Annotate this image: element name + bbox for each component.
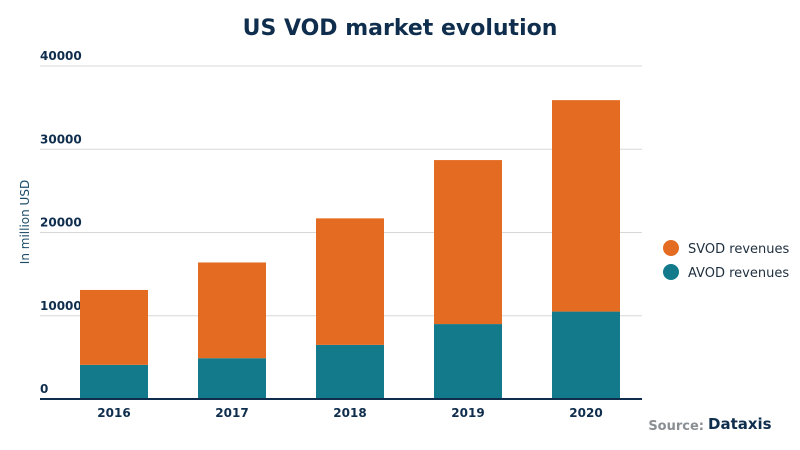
y-tick-label: 30000 bbox=[40, 132, 82, 146]
x-tick-label: 2019 bbox=[451, 406, 484, 420]
x-tick-label: 2018 bbox=[333, 406, 366, 420]
bars bbox=[80, 100, 620, 399]
x-tick-label: 2020 bbox=[569, 406, 602, 420]
source-credit: Source: Dataxis bbox=[648, 415, 771, 434]
chart-title: US VOD market evolution bbox=[243, 16, 558, 41]
legend: SVOD revenues AVOD revenues bbox=[663, 240, 790, 281]
bar-svod-2018 bbox=[316, 218, 384, 345]
source-brand: Dataxis bbox=[708, 415, 772, 433]
source-label: Source: bbox=[648, 419, 704, 434]
bar-svod-2020 bbox=[552, 100, 620, 312]
legend-label-avod: AVOD revenues bbox=[688, 266, 789, 281]
bar-svod-2019 bbox=[434, 160, 502, 325]
bar-svod-2016 bbox=[80, 289, 148, 365]
legend-marker-avod bbox=[663, 264, 679, 280]
y-tick-label: 10000 bbox=[40, 299, 82, 313]
x-axis-ticks: 2016 2017 2018 2019 2020 bbox=[97, 406, 602, 420]
legend-label-svod: SVOD revenues bbox=[688, 242, 790, 257]
x-tick-label: 2017 bbox=[215, 406, 248, 420]
bar-avod-2017 bbox=[198, 358, 266, 399]
y-tick-label: 20000 bbox=[40, 216, 82, 230]
y-axis-ticks: 0 10000 20000 30000 40000 bbox=[40, 49, 82, 396]
bar-avod-2019 bbox=[434, 324, 502, 399]
bar-svod-2017 bbox=[198, 262, 266, 359]
legend-marker-svod bbox=[663, 240, 679, 256]
y-tick-label: 40000 bbox=[40, 49, 82, 63]
bar-avod-2016 bbox=[80, 364, 148, 399]
y-axis-label: In million USD bbox=[18, 180, 32, 264]
x-tick-label: 2016 bbox=[97, 406, 130, 420]
bar-avod-2018 bbox=[316, 344, 384, 399]
y-tick-label: 0 bbox=[40, 382, 48, 396]
bar-avod-2020 bbox=[552, 311, 620, 399]
